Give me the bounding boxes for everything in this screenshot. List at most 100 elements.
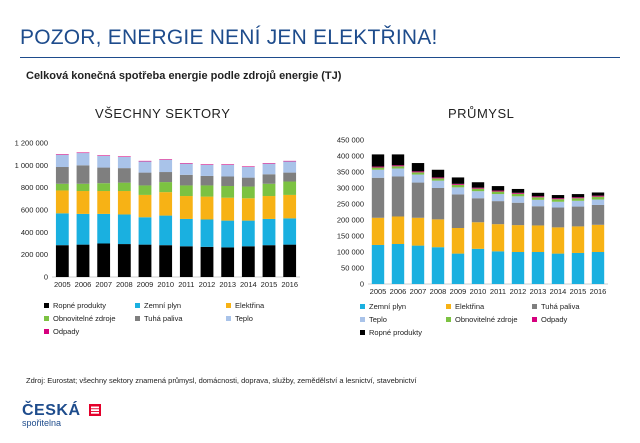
left-bar-segment-odpady (221, 164, 235, 165)
left-bar-segment-zemni (76, 213, 90, 245)
left-bar-segment-elektrina (138, 194, 152, 218)
right-bar-segment-obnovitelne (551, 199, 565, 202)
right-x-tick-label: 2008 (430, 287, 447, 296)
left-bar-segment-elektrina (179, 196, 193, 219)
right-bar-segment-tuha (431, 188, 445, 220)
right-bar-segment-ropne (451, 177, 465, 184)
left-legend-swatch (135, 303, 140, 308)
left-y-tick-label: 400 000 (21, 228, 48, 237)
left-bar-segment-elektrina (262, 196, 276, 219)
left-legend-item-odpady: Odpady (44, 327, 79, 336)
right-bar-segment-teplo (531, 199, 545, 207)
left-bar-segment-zemni (117, 214, 131, 245)
right-bar-segment-odpady (431, 177, 445, 179)
left-bar-segment-obnovitelne (179, 185, 193, 197)
logo-name: ČESKÁ (22, 402, 81, 419)
left-bar-segment-teplo (159, 159, 173, 173)
right-bar-segment-teplo (551, 201, 565, 208)
right-legend-swatch (532, 304, 537, 309)
left-bar-segment-elektrina (55, 190, 69, 214)
right-y-tick-label: 200 000 (337, 216, 364, 225)
left-legend-label: Odpady (53, 327, 80, 336)
right-bar-segment-zemni (411, 245, 425, 284)
right-x-tick-label: 2013 (530, 287, 547, 296)
left-bar-segment-odpady (76, 152, 90, 154)
right-bar-segment-tuha (491, 201, 505, 225)
left-legend-item-zemni: Zemní plyn (135, 301, 181, 310)
left-bar-segment-odpady (117, 156, 131, 157)
right-bar-segment-odpady (471, 187, 485, 189)
left-bar-segment-elektrina (221, 197, 235, 221)
right-bar-segment-obnovitelne (591, 196, 605, 200)
left-bar-segment-zemni (241, 220, 255, 247)
logo-mark-icon (88, 404, 101, 416)
right-legend-swatch (446, 317, 451, 322)
right-y-tick-label: 400 000 (337, 152, 364, 161)
right-bar-segment-tuha (451, 194, 465, 228)
left-x-tick-label: 2014 (240, 280, 257, 289)
right-bar-segment-zemni (591, 252, 605, 284)
left-bar-segment-ropne (159, 245, 173, 277)
left-bar-segment-obnovitelne (221, 185, 235, 198)
right-x-tick-label: 2007 (410, 287, 427, 296)
left-bar-segment-teplo (200, 164, 214, 176)
right-bar-segment-obnovitelne (451, 184, 465, 188)
left-legend-item-ropne: Ropné produkty (44, 301, 106, 310)
right-bar-segment-tuha (371, 177, 385, 218)
left-bar-segment-tuha (159, 172, 173, 183)
left-bar-segment-ropne (117, 244, 131, 277)
right-bar-segment-ropne (491, 186, 505, 191)
right-bar-segment-tuha (471, 198, 485, 223)
left-bar-segment-obnovitelne (138, 185, 152, 195)
left-legend-item-elektrina: Elektřina (226, 301, 264, 310)
left-bar-segment-obnovitelne (241, 186, 255, 199)
right-bar-segment-teplo (471, 191, 485, 199)
right-bar-segment-tuha (511, 202, 525, 226)
left-bar-segment-odpady (179, 163, 193, 164)
left-bar-segment-teplo (221, 164, 235, 177)
right-bar-segment-obnovitelne (511, 193, 525, 197)
left-x-tick-label: 2009 (137, 280, 154, 289)
left-bar-segment-zemni (138, 217, 152, 245)
left-x-tick-label: 2012 (199, 280, 216, 289)
left-x-tick-label: 2010 (157, 280, 174, 289)
right-bar-segment-zemni (491, 251, 505, 284)
left-bar-segment-odpady (200, 164, 214, 165)
right-legend-swatch (360, 317, 365, 322)
right-bar-segment-obnovitelne (431, 178, 445, 181)
left-bar-segment-tuha (97, 167, 111, 184)
right-bar-segment-obnovitelne (391, 166, 405, 169)
left-bar-segment-tuha (241, 177, 255, 187)
left-bar-segment-obnovitelne (159, 182, 173, 193)
right-bar-segment-teplo (511, 196, 525, 203)
right-bar-segment-ropne (431, 169, 445, 178)
left-legend-swatch (44, 316, 49, 321)
left-bar-segment-zemni (221, 220, 235, 248)
right-bar-segment-tuha (411, 182, 425, 218)
page-title: POZOR, ENERGIE NENÍ JEN ELEKTŘINA! (20, 26, 438, 49)
left-bar-segment-ropne (262, 245, 276, 277)
right-x-tick-label: 2015 (570, 287, 587, 296)
left-bar-segment-ropne (200, 246, 214, 277)
left-bar-segment-zemni (55, 213, 69, 246)
right-bar-segment-ropne (391, 154, 405, 166)
left-bar-segment-ropne (97, 243, 111, 277)
right-chart-title: PRŮMYSL (448, 106, 515, 121)
right-x-tick-label: 2009 (450, 287, 467, 296)
right-bar-segment-tuha (591, 204, 605, 225)
left-bar-segment-ropne (179, 246, 193, 277)
right-bar-segment-elektrina (551, 227, 565, 254)
right-legend-label: Tuhá paliva (541, 302, 580, 311)
right-bar-segment-zemni (511, 252, 525, 284)
chart-subtitle: Celková konečná spotřeba energie podle z… (26, 70, 342, 82)
left-legend-item-obnovitelne: Obnovitelné zdroje (44, 314, 116, 323)
right-legend-label: Teplo (369, 315, 387, 324)
right-bar-segment-odpady (551, 198, 565, 200)
right-bar-segment-odpady (591, 195, 605, 197)
right-bar-segment-odpady (411, 171, 425, 173)
left-bar-segment-elektrina (97, 191, 111, 214)
left-bar-segment-tuha (117, 168, 131, 183)
left-bar-segment-ropne (283, 244, 297, 277)
left-bar-segment-zemni (283, 218, 297, 245)
right-bar-segment-teplo (431, 180, 445, 188)
